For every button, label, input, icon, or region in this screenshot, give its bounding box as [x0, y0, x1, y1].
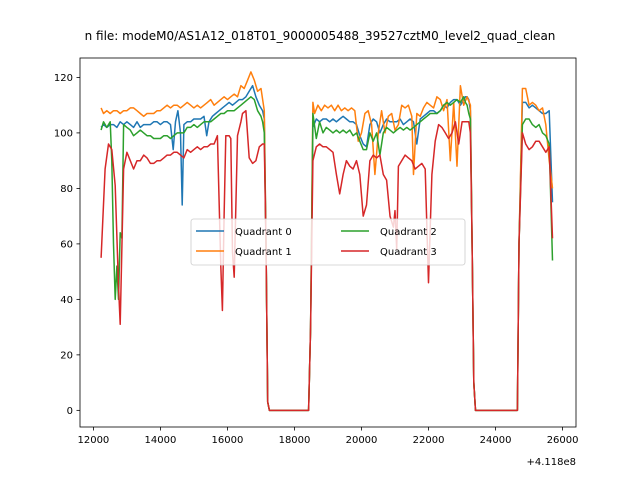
x-tick-label: 18000 [279, 435, 311, 446]
series-layer [100, 71, 554, 412]
series-line-quadrant-3 [100, 109, 554, 412]
legend-box [190, 218, 466, 266]
x-tick-label: 20000 [346, 435, 378, 446]
x-tick-label: 22000 [413, 435, 445, 446]
series-line-quadrant-2 [100, 96, 554, 412]
legend-label-quadrant-3: Quadrant 3 [380, 247, 437, 258]
y-tick-label: 80 [60, 184, 73, 195]
x-tick-label: 14000 [145, 435, 177, 446]
x-axis-offset-label: +4.118e8 [526, 457, 576, 468]
y-tick-label: 60 [60, 239, 73, 250]
x-axis: 12000 14000 16000 18000 20000 22000 24000 26000 [77, 427, 579, 446]
series-line-quadrant-1 [100, 71, 554, 412]
plot-area-frame [79, 57, 577, 428]
legend-label-quadrant-2: Quadrant 2 [380, 227, 437, 238]
y-tick-label: 100 [54, 128, 73, 139]
y-tick-label: 0 [67, 406, 73, 417]
y-axis: 0 20 40 60 80 100 120 [54, 73, 80, 417]
legend: Quadrant 0 Quadrant 1 Quadrant 2 Quadrant 3 [190, 218, 466, 266]
y-tick-label: 120 [54, 73, 73, 84]
x-tick-label: 24000 [480, 435, 512, 446]
legend-label-quadrant-1: Quadrant 1 [235, 247, 292, 258]
x-tick-label: 12000 [77, 435, 109, 446]
x-tick-label: 26000 [547, 435, 579, 446]
chart-title: n file: modeM0/AS1A12_018T01_9000005488_… [85, 29, 556, 43]
y-tick-label: 40 [60, 295, 73, 306]
y-tick-label: 20 [60, 350, 73, 361]
legend-label-quadrant-0: Quadrant 0 [235, 227, 292, 238]
x-tick-label: 16000 [212, 435, 244, 446]
